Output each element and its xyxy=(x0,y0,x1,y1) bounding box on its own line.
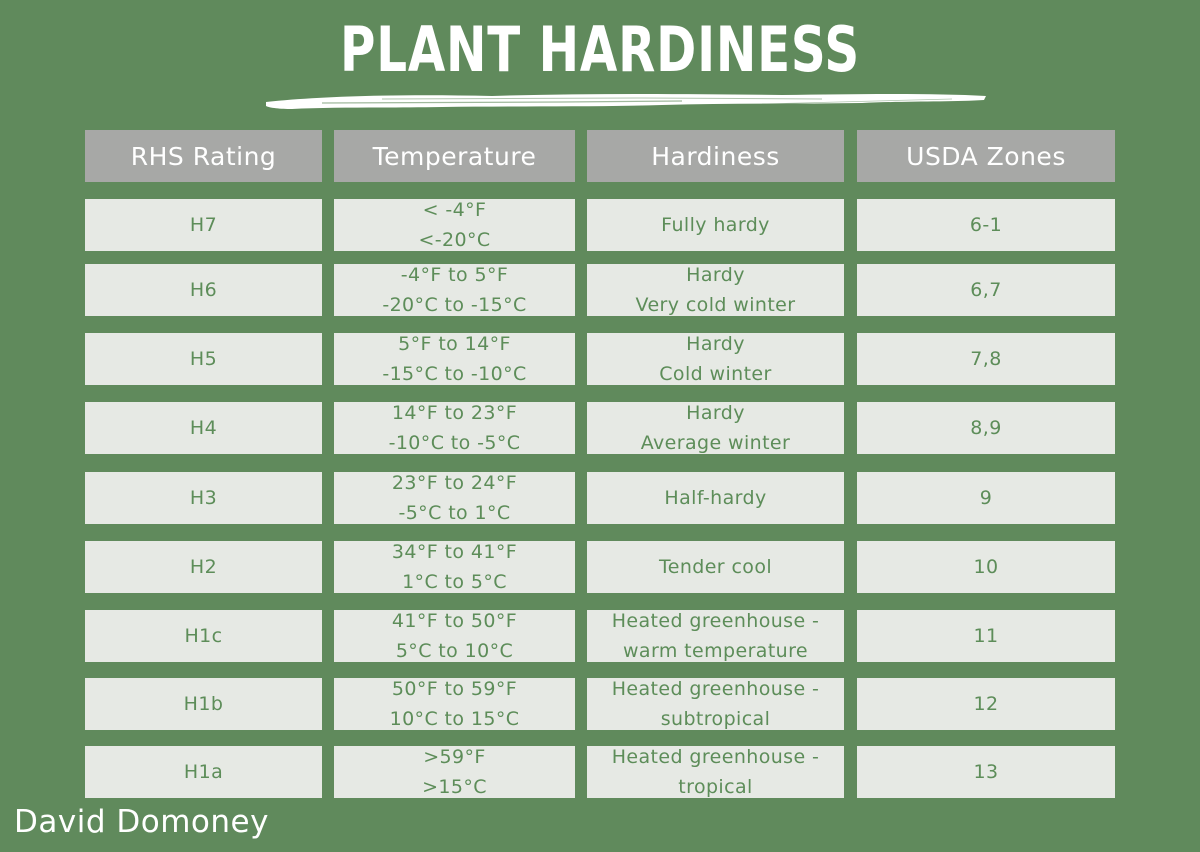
table-cell-usda-zones: 6-1 xyxy=(857,199,1115,251)
cell-line: 23°F to 24°F xyxy=(391,472,518,494)
signature: David Domoney xyxy=(14,804,269,840)
column-header-temperature: Temperature xyxy=(334,130,575,182)
cell-line: 50°F to 59°F xyxy=(391,678,518,700)
table-cell-hardiness: Heated greenhouse - warm temperature xyxy=(587,610,844,662)
table-cell-hardiness: Hardy Cold winter xyxy=(587,333,844,385)
cell-line: tropical xyxy=(678,776,753,798)
cell-line: >15°C xyxy=(422,776,487,798)
column-header-rhs-rating: RHS Rating xyxy=(85,130,322,182)
table-cell-rhs-rating: H6 xyxy=(85,264,322,316)
cell-line: 34°F to 41°F xyxy=(391,541,518,563)
page-title: PLANT HARDINESS xyxy=(340,13,860,86)
table-cell-usda-zones: 9 xyxy=(857,472,1115,524)
table-cell-temperature: 41°F to 50°F 5°C to 10°C xyxy=(334,610,575,662)
cell-line: Hardy xyxy=(686,264,745,286)
cell-line: Heated greenhouse - xyxy=(611,678,820,700)
table-cell-usda-zones: 6,7 xyxy=(857,264,1115,316)
table-cell-temperature: 34°F to 41°F 1°C to 5°C xyxy=(334,541,575,593)
cell-line: Very cold winter xyxy=(635,294,796,316)
table-cell-rhs-rating: H1c xyxy=(85,610,322,662)
table-cell-temperature: < -4°F <-20°C xyxy=(334,199,575,251)
table-cell-hardiness: Heated greenhouse - tropical xyxy=(587,746,844,798)
table-cell-temperature: >59°F >15°C xyxy=(334,746,575,798)
table-cell-usda-zones: 12 xyxy=(857,678,1115,730)
cell-line: -4°F to 5°F xyxy=(400,264,509,286)
cell-line: warm temperature xyxy=(622,640,809,662)
table-cell-hardiness: Fully hardy xyxy=(587,199,844,251)
table-cell-temperature: 23°F to 24°F -5°C to 1°C xyxy=(334,472,575,524)
cell-line: Hardy xyxy=(686,333,745,355)
cell-line: -5°C to 1°C xyxy=(398,502,511,524)
table-cell-usda-zones: 13 xyxy=(857,746,1115,798)
table-cell-usda-zones: 7,8 xyxy=(857,333,1115,385)
table-cell-rhs-rating: H7 xyxy=(85,199,322,251)
table-cell-rhs-rating: H2 xyxy=(85,541,322,593)
column-header-usda-zones: USDA Zones xyxy=(857,130,1115,182)
cell-line: >59°F xyxy=(423,746,486,768)
table-cell-usda-zones: 8,9 xyxy=(857,402,1115,454)
cell-line: 5°F to 14°F xyxy=(398,333,511,355)
cell-line: Cold winter xyxy=(659,363,772,385)
cell-line: Half-hardy xyxy=(664,487,767,509)
cell-line: Fully hardy xyxy=(661,214,770,236)
table-cell-hardiness: Hardy Average winter xyxy=(587,402,844,454)
table-cell-hardiness: Half-hardy xyxy=(587,472,844,524)
table-cell-usda-zones: 11 xyxy=(857,610,1115,662)
table-cell-rhs-rating: H5 xyxy=(85,333,322,385)
table-cell-temperature: -4°F to 5°F -20°C to -15°C xyxy=(334,264,575,316)
cell-line: 14°F to 23°F xyxy=(391,402,518,424)
table-cell-hardiness: Tender cool xyxy=(587,541,844,593)
brush-underline xyxy=(266,94,986,109)
table-cell-usda-zones: 10 xyxy=(857,541,1115,593)
table-cell-hardiness: Heated greenhouse - subtropical xyxy=(587,678,844,730)
table-cell-rhs-rating: H1a xyxy=(85,746,322,798)
cell-line: 5°C to 10°C xyxy=(395,640,514,662)
cell-line: 10°C to 15°C xyxy=(389,708,520,730)
cell-line: Heated greenhouse - xyxy=(611,610,820,632)
cell-line: Hardy xyxy=(686,402,745,424)
table-cell-temperature: 14°F to 23°F -10°C to -5°C xyxy=(334,402,575,454)
table-cell-hardiness: Hardy Very cold winter xyxy=(587,264,844,316)
cell-line: -15°C to -10°C xyxy=(382,363,527,385)
cell-line: < -4°F xyxy=(422,199,487,221)
cell-line: Heated greenhouse - xyxy=(611,746,820,768)
cell-line: 1°C to 5°C xyxy=(402,571,507,593)
cell-line: subtropical xyxy=(660,708,771,730)
table-cell-rhs-rating: H4 xyxy=(85,402,322,454)
table-cell-temperature: 5°F to 14°F -15°C to -10°C xyxy=(334,333,575,385)
cell-line: -20°C to -15°C xyxy=(382,294,527,316)
cell-line: Average winter xyxy=(640,432,791,454)
cell-line: -10°C to -5°C xyxy=(388,432,521,454)
cell-line: 41°F to 50°F xyxy=(391,610,518,632)
cell-line: Tender cool xyxy=(658,556,773,578)
table-cell-temperature: 50°F to 59°F 10°C to 15°C xyxy=(334,678,575,730)
table-cell-rhs-rating: H3 xyxy=(85,472,322,524)
column-header-hardiness: Hardiness xyxy=(587,130,844,182)
cell-line: <-20°C xyxy=(418,229,491,251)
table-cell-rhs-rating: H1b xyxy=(85,678,322,730)
